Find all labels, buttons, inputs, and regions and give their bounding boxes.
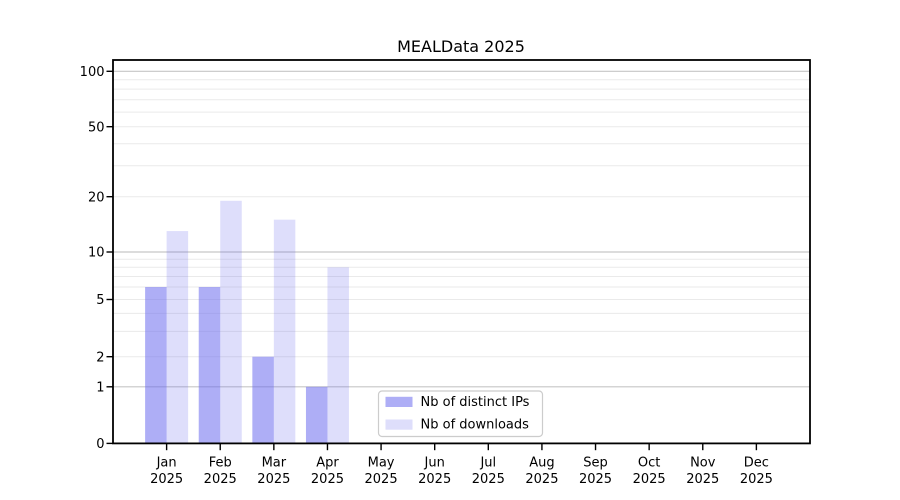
bar-ips-mar: [252, 356, 274, 444]
x-tick-label-month: Feb: [209, 456, 232, 471]
legend: Nb of distinct IPs Nb of downloads: [377, 390, 544, 438]
y-tick-label: 1: [96, 380, 104, 395]
tick-labels: 0125102050100Jan2025Feb2025Mar2025Apr202…: [80, 65, 773, 487]
bar-ips-apr: [305, 386, 328, 444]
major-gridlines: [113, 70, 810, 388]
legend-label-downloads: Nb of downloads: [421, 418, 530, 433]
y-tick-label: 20: [88, 190, 105, 205]
x-tick-label-year: 2025: [204, 472, 237, 487]
legend-swatch-downloads: [385, 419, 413, 430]
chart-title: MEALData 2025: [397, 37, 525, 56]
x-tick-label-month: Mar: [262, 456, 287, 471]
tick-marks: [106, 70, 758, 451]
x-tick-label-year: 2025: [633, 472, 666, 487]
y-tick-label: 0: [96, 437, 104, 452]
x-tick-label-year: 2025: [686, 472, 719, 487]
x-tick-label-month: Oct: [638, 456, 660, 471]
x-tick-label-year: 2025: [740, 472, 773, 487]
x-tick-label-year: 2025: [311, 472, 344, 487]
minor-gridlines: [113, 79, 810, 358]
bar-downloads-apr: [327, 267, 349, 444]
x-tick-label-month: Jan: [156, 456, 177, 471]
x-tick-label-month: Jul: [479, 456, 496, 471]
x-tick-label-year: 2025: [525, 472, 558, 487]
x-tick-label-year: 2025: [257, 472, 290, 487]
x-tick-label-month: May: [368, 456, 395, 471]
bars-group: [145, 200, 349, 444]
bar-ips-feb: [198, 287, 221, 444]
bar-downloads-mar: [273, 219, 296, 444]
y-tick-label: 5: [96, 293, 104, 308]
x-tick-label-year: 2025: [472, 472, 505, 487]
y-tick-label: 10: [88, 246, 105, 261]
x-tick-label-year: 2025: [365, 472, 398, 487]
bar-ips-jan: [145, 287, 167, 444]
x-tick-label-year: 2025: [150, 472, 183, 487]
x-tick-label-month: Sep: [583, 456, 608, 471]
x-tick-label-year: 2025: [579, 472, 612, 487]
bar-downloads-jan: [166, 231, 189, 444]
y-tick-label: 100: [80, 65, 105, 80]
x-tick-label-month: Jun: [424, 456, 445, 471]
x-tick-label-month: Aug: [529, 456, 554, 471]
x-tick-label-month: Nov: [690, 456, 716, 471]
legend-box: [377, 390, 544, 438]
bar-downloads-feb: [220, 200, 242, 444]
y-tick-label: 2: [96, 350, 104, 365]
y-tick-label: 50: [88, 120, 105, 135]
legend-swatch-ips: [385, 396, 413, 407]
x-tick-label-month: Dec: [744, 456, 769, 471]
legend-label-ips: Nb of distinct IPs: [421, 395, 530, 410]
x-tick-label-year: 2025: [418, 472, 451, 487]
x-tick-label-month: Apr: [316, 456, 339, 471]
